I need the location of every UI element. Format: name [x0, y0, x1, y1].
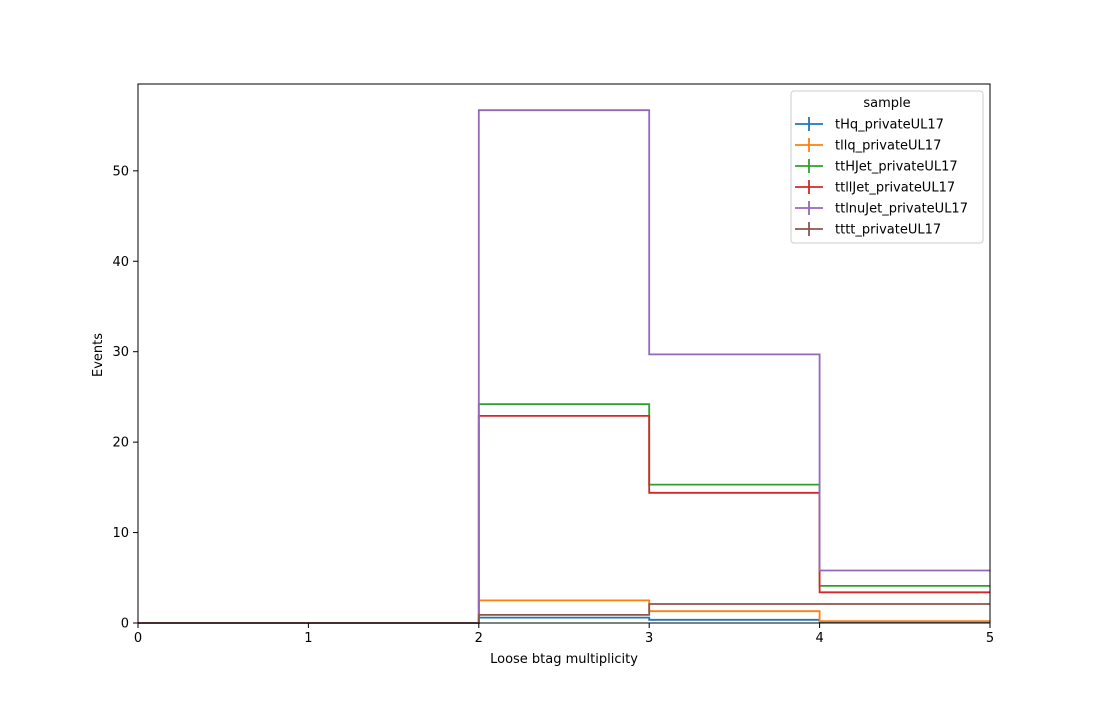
y-tick-label: 30: [112, 345, 129, 360]
legend-label-tttt_privateUL17: tttt_privateUL17: [835, 223, 941, 238]
legend-label-ttllJet_privateUL17: ttllJet_privateUL17: [835, 181, 955, 196]
series-step-ttHJet_privateUL17: [138, 403, 990, 624]
y-axis-label: Events: [91, 333, 106, 377]
plot-frame: [137, 83, 991, 624]
x-tick-label: 4: [815, 631, 823, 646]
x-tick-label: 3: [645, 631, 653, 646]
y-tick-label: 20: [112, 436, 129, 451]
series-step-tttt_privateUL17: [138, 603, 990, 624]
legend-label-ttHJet_privateUL17: ttHJet_privateUL17: [835, 160, 958, 175]
y-tick-label: 50: [112, 164, 129, 179]
x-axis-label: Loose btag multiplicity: [490, 652, 638, 667]
legend-label-tHq_privateUL17: tHq_privateUL17: [835, 118, 944, 133]
y-tick-label: 10: [112, 526, 129, 541]
y-tick-label: 40: [112, 255, 129, 270]
series-step-ttllJet_privateUL17: [138, 415, 990, 624]
x-tick-label: 0: [134, 631, 142, 646]
legend-label-tllq_privateUL17: tllq_privateUL17: [835, 139, 941, 154]
legend-title: sample: [863, 96, 910, 111]
legend-frame: [790, 90, 984, 244]
y-tick-label: 0: [121, 617, 129, 632]
legend: sample tHq_privateUL17 tllq_privateUL17tt…: [790, 90, 984, 244]
x-tick-label: 5: [986, 631, 994, 646]
x-tick-label: 1: [304, 631, 312, 646]
x-tick-label: 2: [475, 631, 483, 646]
legend-label-ttlnuJet_privateUL17: ttlnuJet_privateUL17: [835, 202, 968, 217]
